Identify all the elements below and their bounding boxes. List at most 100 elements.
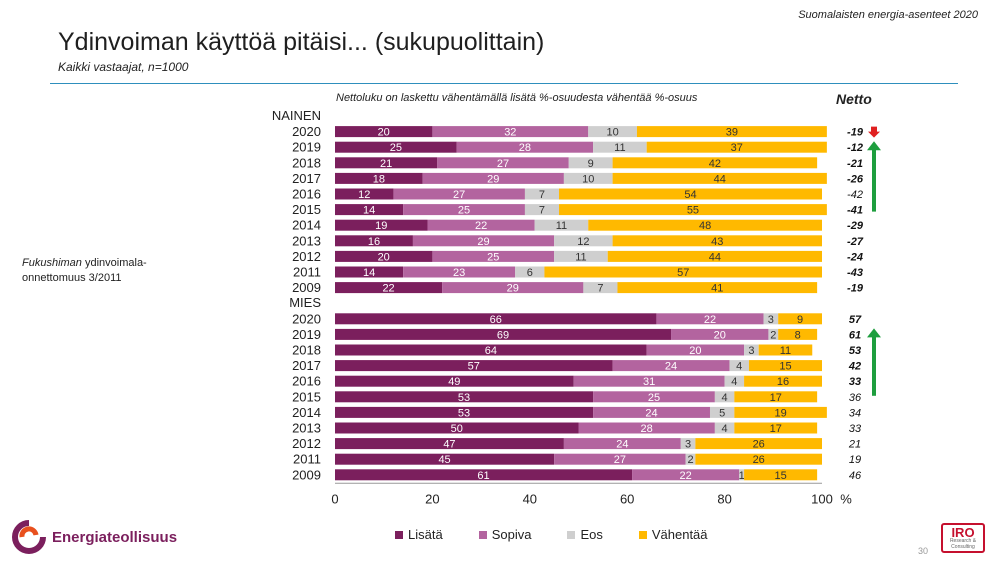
data-label-vahentaa: 48 (699, 220, 711, 232)
netto-value: -29 (847, 220, 864, 232)
data-label-lisata: 53 (458, 407, 470, 419)
data-label-sopiva: 29 (487, 173, 499, 185)
data-label-lisata: 64 (485, 345, 497, 357)
bar-segment-lisata (335, 141, 457, 153)
data-label-eos: 7 (539, 189, 545, 201)
data-label-lisata: 45 (438, 454, 450, 466)
netto-value: -19 (847, 283, 864, 295)
bar-segment-eos (714, 391, 735, 403)
data-label-eos: 11 (575, 251, 586, 263)
netto-value: 33 (849, 423, 862, 435)
data-label-eos: 1 (739, 470, 745, 482)
bar-segment-sopiva (593, 391, 715, 403)
data-label-vahentaa: 15 (779, 361, 791, 373)
netto-value: -12 (847, 142, 863, 154)
bar-segment-lisata (335, 219, 428, 231)
bar-segment-sopiva (593, 406, 710, 418)
bar-segment-eos (744, 344, 759, 356)
netto-value: 53 (849, 345, 861, 357)
year-label: 2016 (292, 187, 321, 202)
bar-segment-eos (739, 469, 745, 481)
data-label-vahentaa: 16 (777, 376, 789, 388)
netto-value: 61 (849, 329, 861, 341)
data-label-eos: 3 (685, 439, 691, 451)
bar-segment-vahentaa (744, 469, 818, 481)
data-label-lisata: 66 (490, 314, 502, 326)
data-label-vahentaa: 11 (780, 345, 791, 357)
green-up-arrow-icon (867, 328, 881, 338)
bar-segment-sopiva (632, 469, 740, 481)
bar-segment-lisata (335, 406, 594, 418)
data-label-lisata: 20 (378, 251, 390, 263)
legend-label-lisata: Lisätä (408, 527, 443, 542)
year-label: 2018 (292, 343, 321, 358)
bar-segment-eos (554, 250, 608, 262)
netto-header: Netto (836, 91, 872, 107)
data-label-eos: 3 (768, 314, 774, 326)
year-label: 2016 (292, 374, 321, 389)
year-label: 2015 (292, 389, 321, 404)
bar-segment-eos (583, 282, 618, 294)
netto-value: 33 (849, 376, 861, 388)
data-label-lisata: 16 (368, 236, 380, 248)
year-label: 2013 (292, 421, 321, 436)
year-label: 2009 (292, 467, 321, 482)
data-label-sopiva: 22 (680, 470, 692, 482)
bar-segment-sopiva (671, 328, 769, 340)
x-tick-label: 0 (331, 491, 338, 506)
legend-item-eos: Eos (567, 527, 603, 542)
data-label-eos: 5 (719, 407, 725, 419)
iro-logo: IRO Research & Consulting (941, 523, 985, 553)
bar-segment-vahentaa (612, 172, 827, 184)
data-label-sopiva: 29 (477, 236, 489, 248)
bar-segment-vahentaa (748, 360, 822, 372)
bar-segment-eos (724, 375, 745, 387)
data-label-vahentaa: 26 (753, 454, 765, 466)
data-label-vahentaa: 42 (709, 158, 721, 170)
netto-value: -41 (847, 205, 863, 217)
group-label-1: MIES (289, 295, 321, 310)
data-label-sopiva: 20 (714, 329, 726, 341)
bar-segment-sopiva (432, 126, 589, 138)
data-label-lisata: 69 (497, 329, 509, 341)
year-label: 2020 (292, 124, 321, 139)
legend-swatch-sopiva (478, 530, 487, 539)
data-label-vahentaa: 44 (709, 251, 721, 263)
x-tick-label: 80 (717, 491, 731, 506)
data-label-eos: 4 (722, 423, 728, 435)
bar-segment-lisata (335, 157, 438, 169)
bar-segment-lisata (335, 469, 633, 481)
bar-segment-sopiva (437, 157, 569, 169)
data-label-vahentaa: 26 (753, 439, 765, 451)
year-label: 2019 (292, 140, 321, 155)
bar-segment-sopiva (554, 453, 686, 465)
bar-segment-sopiva (412, 235, 555, 247)
netto-value: 57 (849, 314, 862, 326)
legend-label-eos: Eos (580, 527, 603, 542)
bar-segment-sopiva (393, 188, 525, 200)
bar-segment-vahentaa (734, 422, 818, 434)
data-label-vahentaa: 54 (684, 189, 696, 201)
bar-segment-vahentaa (744, 375, 822, 387)
bar-segment-sopiva (456, 141, 594, 153)
bar-segment-sopiva (403, 204, 525, 216)
legend-swatch-lisata (395, 530, 403, 539)
green-up-arrow-icon (867, 141, 881, 151)
page-subtitle: Kaikki vastaajat, n=1000 (58, 60, 189, 74)
bar-segment-eos (563, 172, 613, 184)
data-label-eos: 12 (577, 236, 589, 248)
bar-segment-lisata (335, 266, 404, 278)
bar-segment-sopiva (403, 266, 516, 278)
survey-name: Suomalaisten energia-asenteet 2020 (798, 9, 978, 21)
data-label-lisata: 20 (378, 127, 390, 139)
bar-segment-vahentaa (607, 250, 822, 262)
data-label-sopiva: 24 (616, 439, 628, 451)
data-label-sopiva: 27 (614, 454, 626, 466)
bar-segment-vahentaa (646, 141, 827, 153)
bar-segment-vahentaa (544, 266, 822, 278)
legend-item-lisata: Lisätä (395, 527, 443, 542)
bar-segment-lisata (335, 344, 647, 356)
energiateollisuus-logo-text: Energiateollisuus (52, 528, 178, 546)
data-label-lisata: 47 (443, 439, 455, 451)
bar-segment-sopiva (563, 438, 681, 450)
